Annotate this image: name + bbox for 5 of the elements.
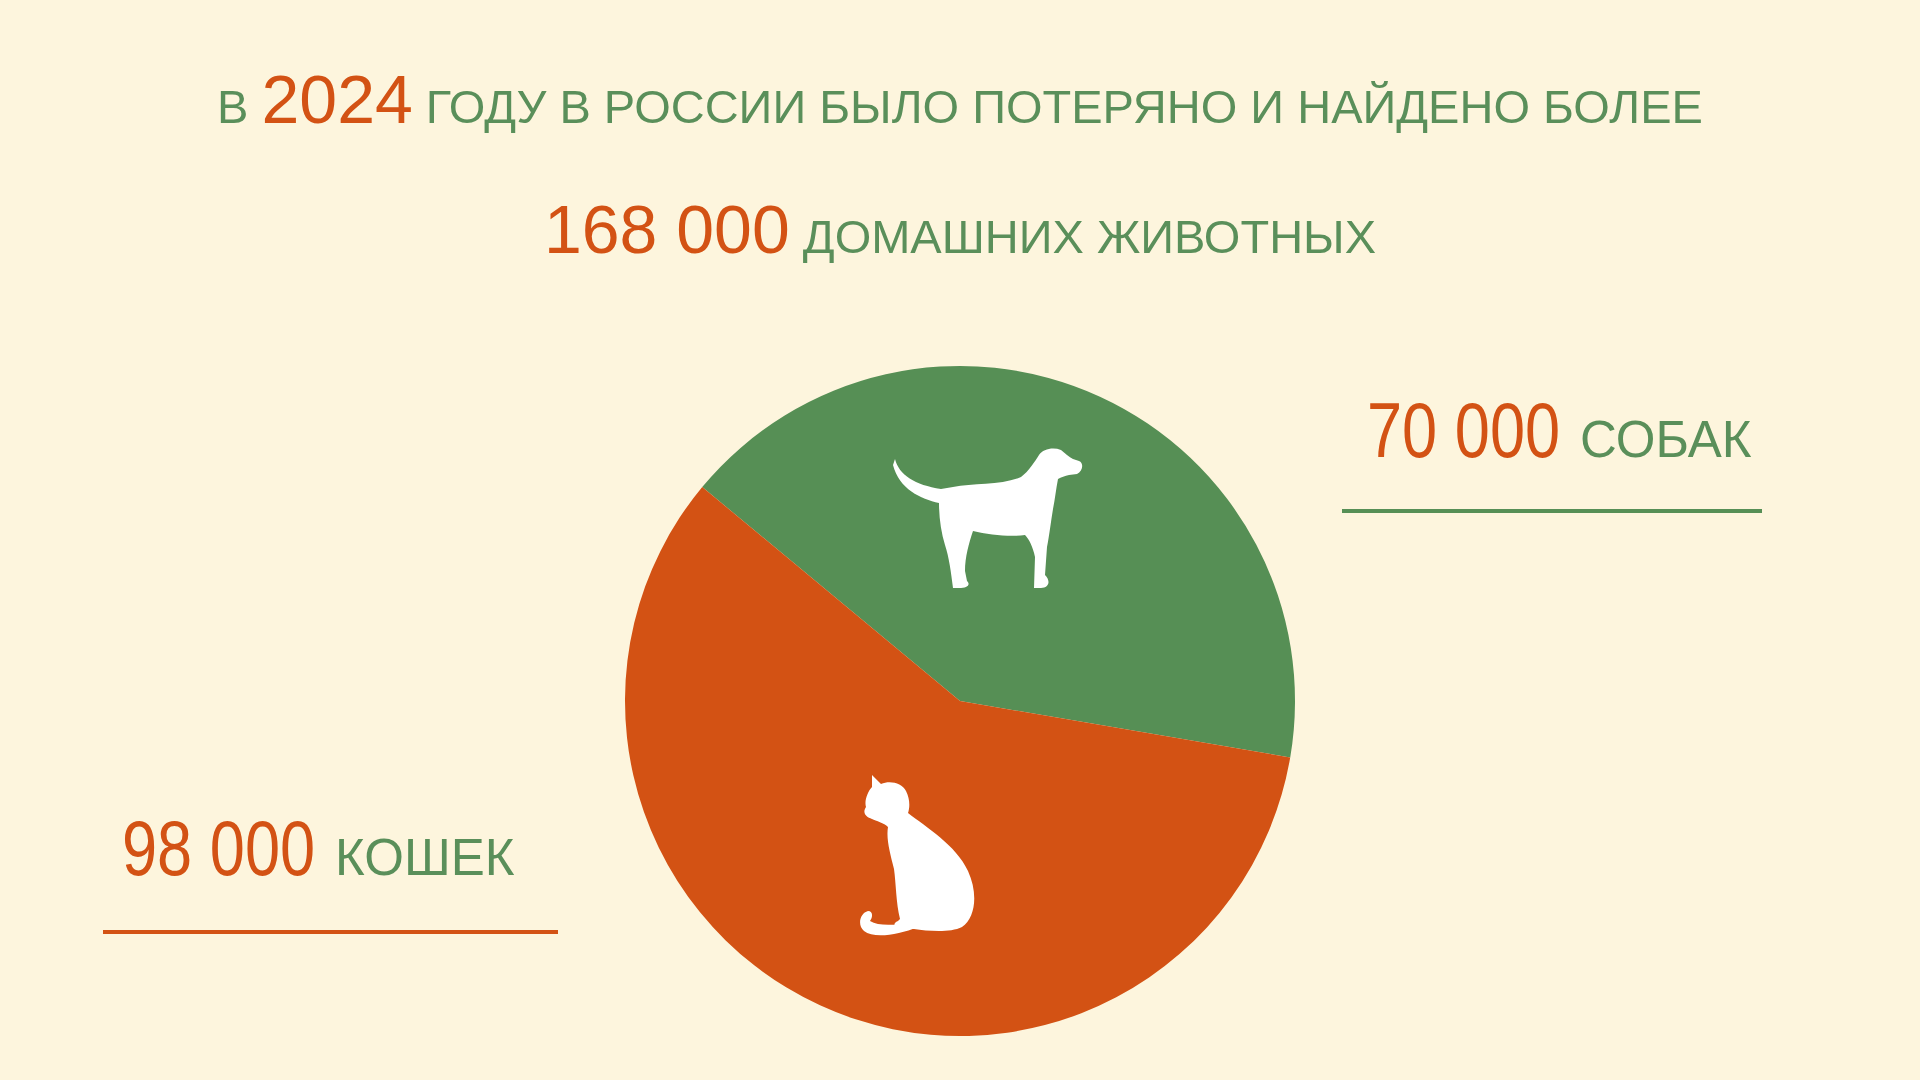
slice-label: СОБАК bbox=[1580, 411, 1752, 468]
data-label: 70 000 bbox=[1367, 387, 1561, 474]
data-label: 98 000 bbox=[122, 805, 316, 892]
slice-label: КОШЕК bbox=[335, 829, 515, 886]
chart-title: В 2024 ГОДУ В РОССИИ БЫЛО ПОТЕРЯНО И НАЙДЕНО БОЛЕЕ 168 000 ДОМАШНИХ ЖИВОТНЫХ bbox=[217, 61, 1703, 267]
